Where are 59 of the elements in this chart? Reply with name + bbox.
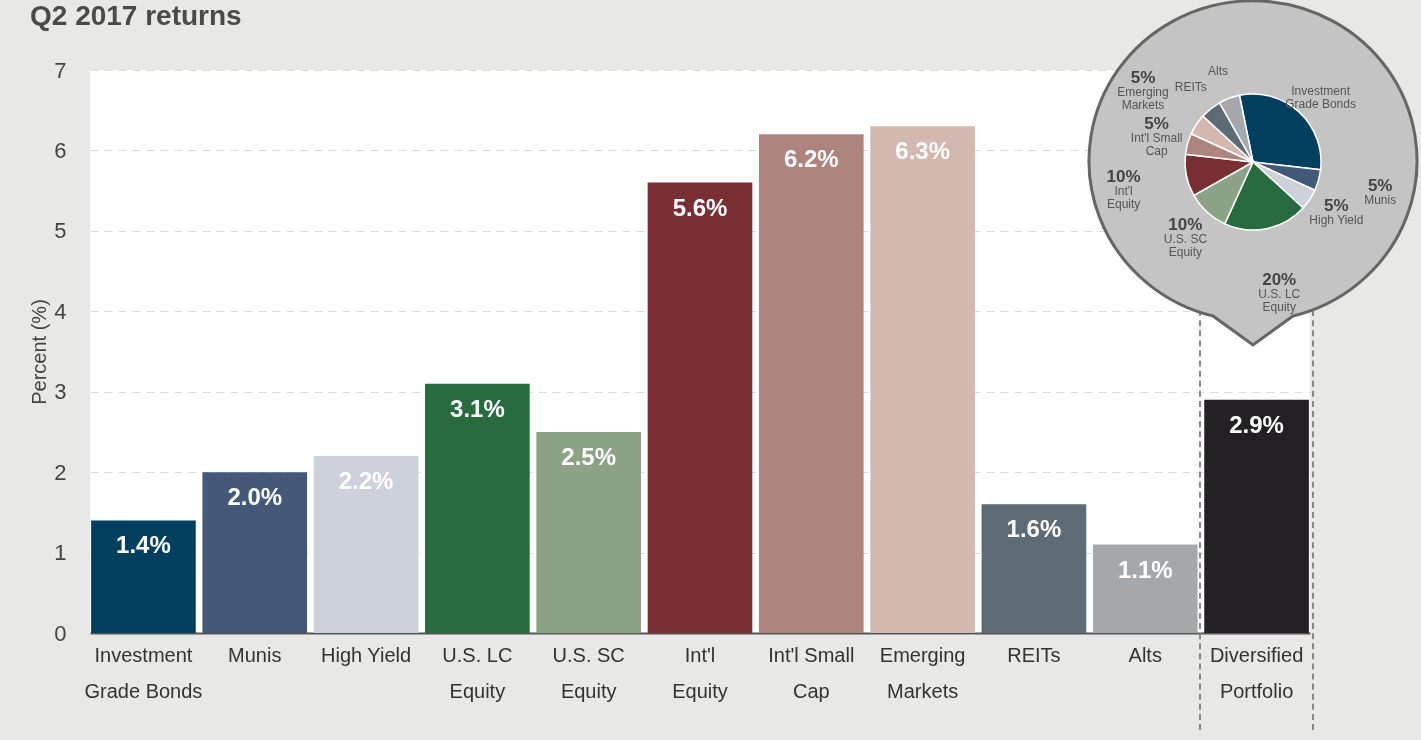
slice-label: Alts [1208,64,1229,79]
data-label: 5% [1130,68,1156,88]
slice-label: Emerging Markets [1117,85,1169,113]
x-tick-label: Int'l Small Cap [768,643,855,702]
y-tick-label: 5 [54,218,67,244]
y-tick-label: 3 [54,379,67,405]
chart-title: Q2 2017 returns [30,0,242,31]
slice-label: Investment Grade Bonds [1285,84,1356,112]
x-tick-label: Munis [228,643,282,666]
slice-label: Munis [1364,193,1397,208]
y-tick-label: 6 [54,137,67,163]
slice-label: High Yield [1309,213,1364,228]
y-axis-title: Percent (%) [28,299,51,405]
y-tick-label: 0 [54,620,67,646]
bar [202,472,308,633]
data-label: 20% [1262,270,1297,290]
y-tick-label: 1 [54,540,67,566]
x-tick-label: REITs [1007,643,1061,666]
data-label: 2.9% [1229,410,1284,438]
slice-label: REITs [1174,79,1207,94]
x-tick-label: Int'l Equity [672,643,728,702]
bar [91,520,196,633]
data-label: 10% [1168,214,1203,234]
data-label: 2.0% [227,483,283,511]
x-tick-label: Investment Grade Bonds [84,643,203,702]
bar [313,456,419,633]
data-label: 5.6% [672,193,728,221]
data-label: 1.6% [1006,515,1062,543]
bar [870,126,975,633]
data-label: 5% [1324,196,1349,216]
x-tick-label: U.S. SC Equity [552,643,625,702]
y-tick-label: 4 [54,298,67,324]
x-tick-label: U.S. LC Equity [442,643,513,702]
data-label: 5% [1144,114,1169,134]
data-label: 1.4% [116,531,171,559]
x-tick-label: Diversified Portfolio [1209,643,1304,702]
data-label: 6.2% [783,145,839,173]
data-label: 3.1% [450,394,505,422]
bar [1204,399,1309,633]
bar [536,431,641,633]
data-label: 6.3% [895,137,950,165]
y-tick-label: 7 [54,57,67,83]
x-tick-label: Alts [1128,643,1162,666]
data-label: 5% [1367,176,1393,196]
y-tick-label: 2 [54,459,67,485]
bar [759,134,864,633]
slice-label: U.S. SC Equity [1163,231,1208,259]
data-label: 10% [1106,167,1141,187]
data-label: 2.5% [561,442,617,470]
slice-label: Int'l Small Cap [1130,131,1183,159]
data-label: 1.1% [1117,555,1173,583]
x-tick-label: Emerging Markets [879,643,966,702]
x-tick-label: High Yield [321,643,412,666]
slice-label: U.S. LC Equity [1258,287,1301,315]
bar [981,504,1087,633]
bar [425,383,530,633]
bar [1092,544,1198,633]
bar [647,182,753,633]
slice-label: Int'l Equity [1106,184,1141,212]
